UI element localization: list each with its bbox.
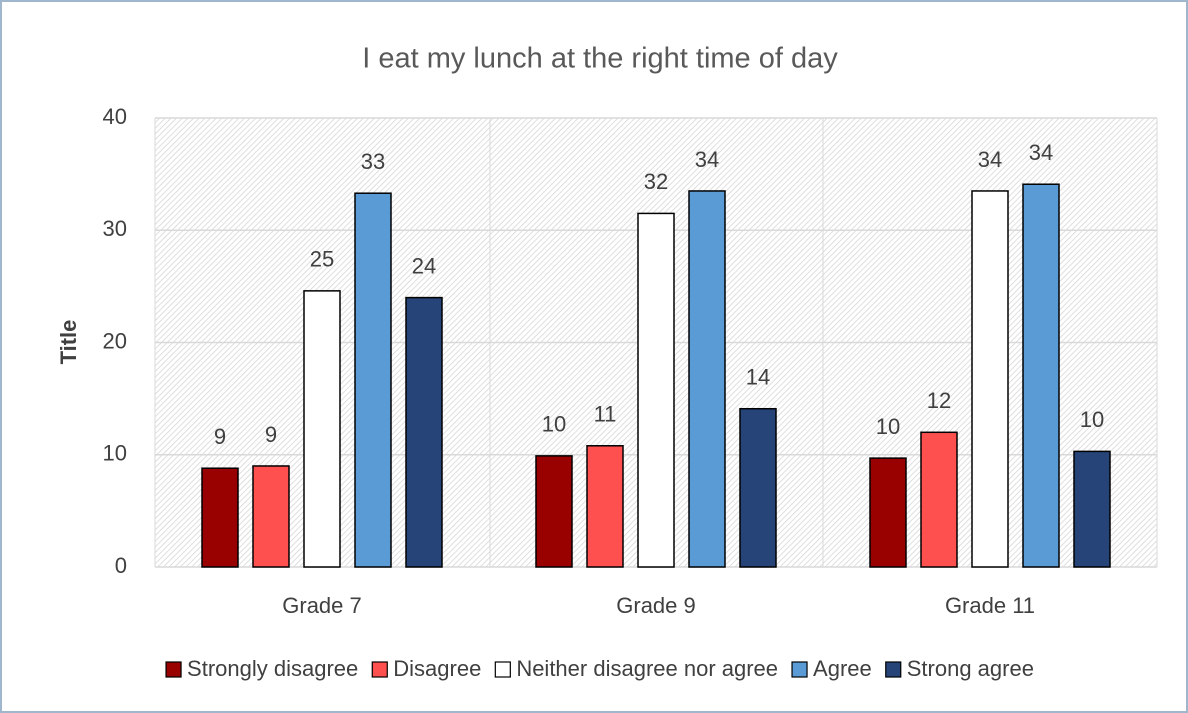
x-tick-label: Grade 11: [945, 593, 1035, 618]
legend-swatch: [371, 661, 388, 678]
data-label: 11: [594, 402, 617, 427]
bar: [252, 465, 290, 568]
data-label: 9: [214, 424, 226, 449]
y-tick-label: 10: [103, 441, 127, 466]
x-tick-label: Grade 7: [282, 593, 362, 618]
x-tick-label: Grade 9: [616, 593, 696, 618]
bar: [354, 192, 392, 568]
legend-swatch: [885, 661, 902, 678]
data-label: 24: [412, 253, 436, 278]
bar: [405, 296, 443, 568]
y-tick-label: 40: [103, 104, 127, 129]
bar: [201, 467, 239, 568]
legend-label: Strong agree: [907, 656, 1034, 681]
y-tick-label: 20: [103, 328, 127, 353]
data-label: 12: [927, 388, 951, 413]
data-label: 25: [310, 247, 334, 272]
data-label: 10: [1080, 407, 1104, 432]
data-label: 9: [265, 422, 277, 447]
chart-title: I eat my lunch at the right time of day: [362, 43, 838, 75]
legend-swatch: [494, 661, 511, 678]
bar: [535, 455, 573, 568]
legend-label: Neither disagree nor agree: [516, 656, 778, 681]
bar: [637, 212, 675, 568]
data-label: 32: [644, 169, 668, 194]
data-label: 14: [746, 365, 770, 390]
legend-label: Strongly disagree: [187, 656, 358, 681]
bar: [1073, 450, 1111, 568]
y-tick-label: 0: [115, 553, 127, 578]
data-label: 33: [361, 149, 385, 174]
y-axis-title: Title: [56, 320, 81, 365]
bar: [869, 457, 907, 568]
data-label: 34: [1029, 140, 1053, 165]
legend-swatch: [165, 661, 182, 678]
data-label: 10: [876, 414, 900, 439]
bar: [971, 190, 1009, 568]
bar: [688, 190, 726, 568]
bar: [1022, 183, 1060, 568]
y-tick-label: 30: [103, 216, 127, 241]
data-label: 10: [542, 412, 566, 437]
bar: [920, 431, 958, 568]
legend-swatch: [791, 661, 808, 678]
legend-label: Disagree: [393, 656, 481, 681]
data-label: 34: [978, 147, 1002, 172]
data-label: 34: [695, 147, 719, 172]
bar: [586, 445, 624, 568]
legend-label: Agree: [813, 656, 872, 681]
bar: [303, 290, 341, 568]
bar: [739, 407, 777, 568]
